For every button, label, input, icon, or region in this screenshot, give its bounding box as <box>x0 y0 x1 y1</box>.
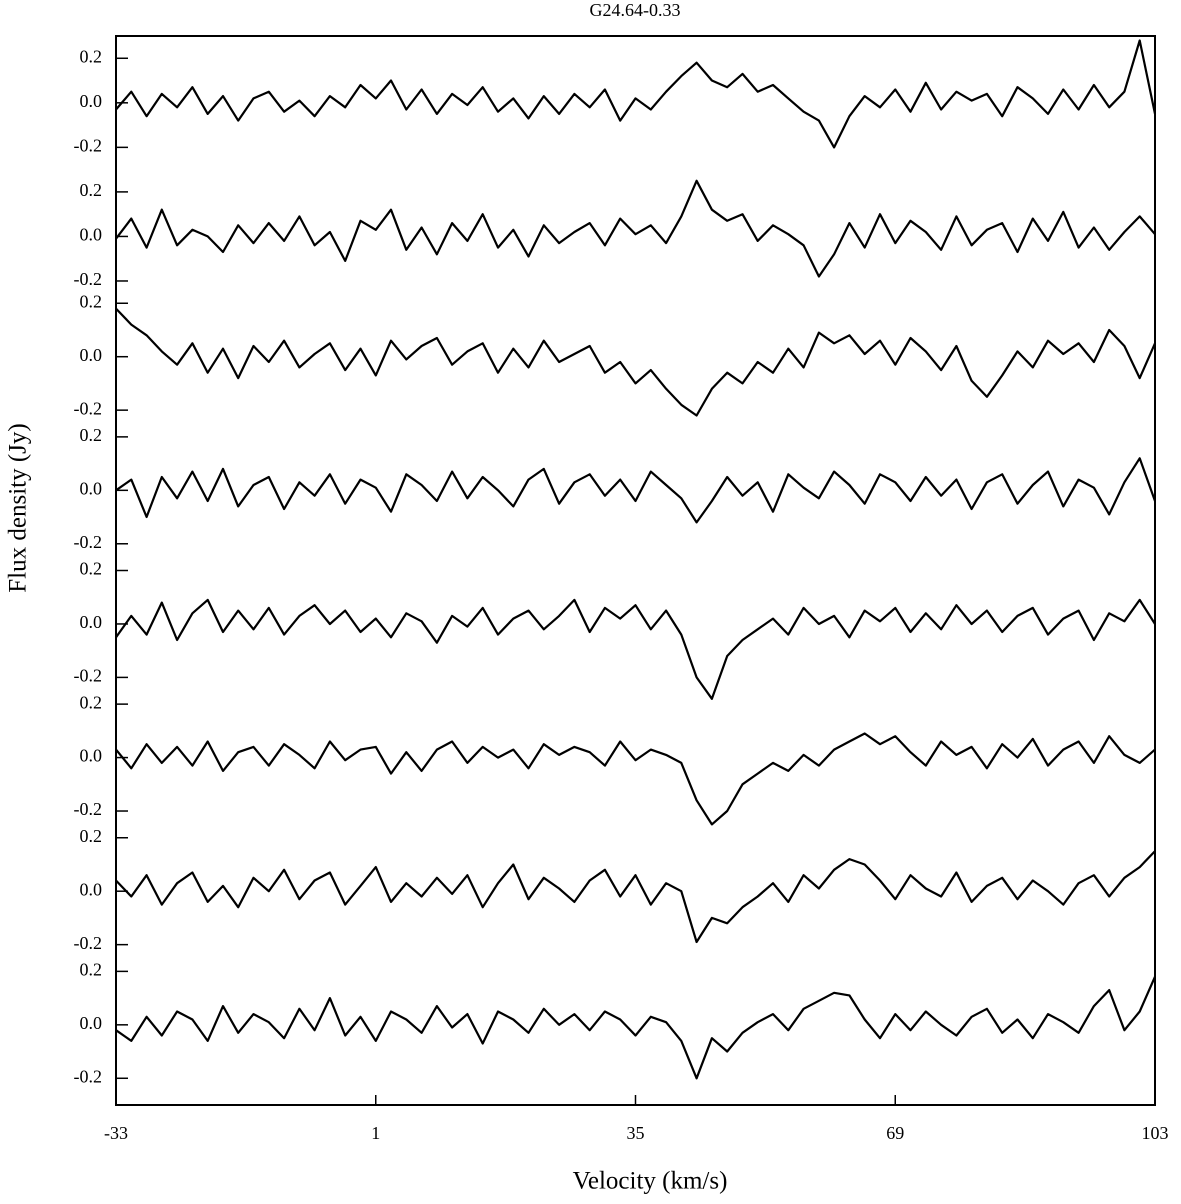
y-tick-label: 0.0 <box>80 345 103 365</box>
x-tick-label: 69 <box>886 1123 904 1143</box>
spectrum-line <box>115 457 1157 524</box>
spectrum-line <box>115 598 1156 700</box>
spectrum-line <box>115 39 1157 149</box>
y-tick-label: 0.2 <box>80 559 103 579</box>
y-tick-label: 0.0 <box>80 746 103 766</box>
y-tick-label: 0.2 <box>80 692 103 712</box>
y-tick-label: 0.0 <box>80 91 103 111</box>
y-tick-label: 0.2 <box>80 826 103 846</box>
y-tick-label: -0.2 <box>74 933 103 953</box>
y-tick-label: 0.0 <box>80 478 103 498</box>
y-tick-label: 0.2 <box>80 960 103 980</box>
y-tick-label: 0.2 <box>80 180 103 200</box>
x-tick-label: 1 <box>371 1123 380 1143</box>
chart-title: G24.64-0.33 <box>590 0 681 20</box>
x-tick-label: 35 <box>627 1123 645 1143</box>
spectrum-line <box>115 179 1156 278</box>
y-tick-label: -0.2 <box>74 1066 103 1086</box>
y-tick-label: -0.2 <box>74 532 103 552</box>
spectrum-line <box>115 976 1157 1080</box>
y-tick-label: 0.0 <box>80 1013 103 1033</box>
y-tick-label: 0.2 <box>80 46 103 66</box>
y-tick-label: -0.2 <box>74 666 103 686</box>
y-tick-label: -0.2 <box>74 398 103 418</box>
y-axis-label: Flux density (Jy) <box>5 423 32 592</box>
x-tick-label: -33 <box>104 1123 128 1143</box>
y-tick-label: 0.2 <box>80 425 103 445</box>
spectrum-line <box>115 307 1157 417</box>
spectrum-line <box>115 850 1156 944</box>
y-tick-label: -0.2 <box>74 135 103 155</box>
x-axis-label: Velocity (km/s) <box>573 1168 728 1195</box>
y-tick-label: 0.0 <box>80 612 103 632</box>
x-tick-label: 103 <box>1142 1123 1169 1143</box>
y-tick-label: -0.2 <box>74 269 103 289</box>
y-tick-label: 0.0 <box>80 225 103 245</box>
y-tick-label: -0.2 <box>74 799 103 819</box>
y-tick-label: 0.0 <box>80 879 103 899</box>
plot-frame <box>115 35 1156 1106</box>
spectrum-line <box>115 732 1156 826</box>
y-tick-label: 0.2 <box>80 291 103 311</box>
